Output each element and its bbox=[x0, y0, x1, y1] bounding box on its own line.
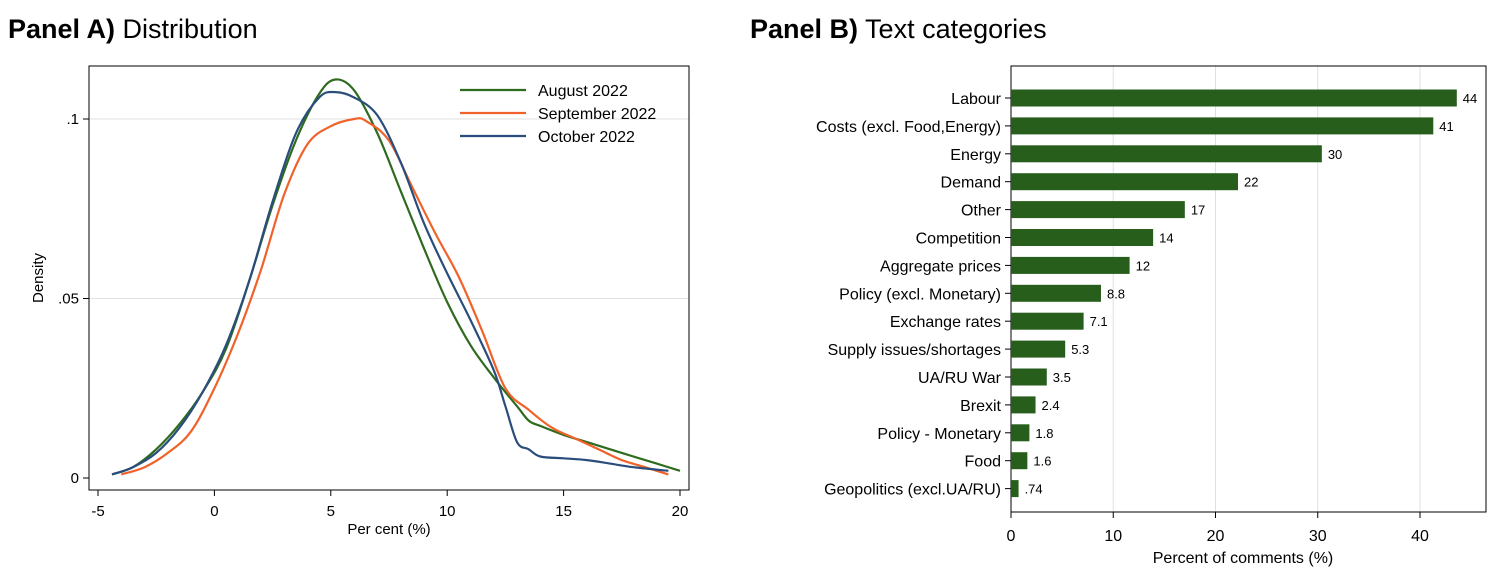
category-label: Competition bbox=[916, 231, 1001, 248]
bar bbox=[1011, 173, 1238, 191]
y-tick-label: .1 bbox=[66, 111, 79, 128]
panel-b-title: Panel B) Text categories bbox=[750, 14, 1047, 45]
bar-value-label: 44 bbox=[1463, 91, 1477, 106]
bar-value-label: 7.1 bbox=[1090, 314, 1108, 329]
bar-value-label: 5.3 bbox=[1071, 342, 1089, 357]
panel-a-title: Panel A) Distribution bbox=[8, 14, 258, 45]
x-tick-label: 20 bbox=[672, 503, 689, 520]
bar bbox=[1011, 89, 1457, 107]
panel-b-bar-chart: Labour 44 Costs (excl. Food,Energy) 41 Energ… bbox=[816, 65, 1487, 567]
panel-b-title-prefix: Panel B) bbox=[750, 14, 859, 44]
category-label: Brexit bbox=[960, 398, 1001, 415]
bar-value-label: 41 bbox=[1439, 119, 1453, 134]
category-label: Demand bbox=[941, 175, 1001, 192]
y-axis-title: Density bbox=[30, 252, 47, 303]
bar-value-label: 12 bbox=[1136, 258, 1150, 273]
panel-a-title-text: Distribution bbox=[122, 14, 258, 44]
x-tick-label: 0 bbox=[1007, 528, 1016, 545]
bar bbox=[1011, 396, 1036, 414]
bar bbox=[1011, 340, 1066, 358]
bar bbox=[1011, 312, 1084, 330]
category-label: Geopolitics (excl.UA/RU) bbox=[824, 482, 1001, 499]
bar-value-label: 8.8 bbox=[1107, 286, 1125, 301]
category-label: Costs (excl. Food,Energy) bbox=[816, 119, 1001, 136]
panel-b-title-text: Text categories bbox=[865, 14, 1047, 44]
category-label: Energy bbox=[950, 147, 1001, 164]
y-tick-label: 0 bbox=[71, 470, 79, 487]
category-label: UA/RU War bbox=[918, 370, 1002, 387]
x-tick-label: 10 bbox=[1104, 528, 1122, 545]
x-tick-label: 40 bbox=[1411, 528, 1429, 545]
bar-value-label: 14 bbox=[1159, 231, 1173, 246]
x-tick-label: -5 bbox=[91, 503, 104, 520]
x-tick-label: 15 bbox=[555, 503, 572, 520]
legend-label: September 2022 bbox=[538, 106, 656, 123]
bar-value-label: .74 bbox=[1025, 482, 1043, 497]
bar bbox=[1011, 424, 1030, 442]
category-label: Exchange rates bbox=[890, 314, 1001, 331]
panel-a-title-prefix: Panel A) bbox=[8, 14, 116, 44]
plot-frame bbox=[88, 65, 690, 491]
bar-value-label: 1.8 bbox=[1035, 426, 1053, 441]
category-label: Aggregate prices bbox=[880, 258, 1001, 275]
bar-value-label: 22 bbox=[1244, 175, 1258, 190]
legend-label: August 2022 bbox=[538, 83, 628, 100]
y-tick-label: .05 bbox=[58, 291, 79, 308]
panel-a-density-chart: -5 0 5 10 15 20 0 .05 .1 Per cent (%) Density Augus… bbox=[30, 65, 690, 538]
category-label: Policy (excl. Monetary) bbox=[839, 286, 1001, 303]
bar-value-label: 30 bbox=[1328, 147, 1342, 162]
density-line-series-2 bbox=[111, 90, 669, 476]
bar-value-label: 3.5 bbox=[1053, 370, 1071, 385]
x-tick-label: 10 bbox=[439, 503, 456, 520]
bar-value-label: 1.6 bbox=[1033, 454, 1051, 469]
bar bbox=[1011, 229, 1154, 246]
bar bbox=[1011, 117, 1434, 135]
bar bbox=[1011, 452, 1028, 470]
legend-label: October 2022 bbox=[538, 129, 635, 146]
x-tick-label: 30 bbox=[1309, 528, 1327, 545]
category-label: Labour bbox=[951, 91, 1001, 108]
category-label: Policy - Monetary bbox=[877, 426, 1001, 443]
bar-value-label: 2.4 bbox=[1042, 398, 1060, 413]
category-label: Food bbox=[965, 454, 1001, 471]
bar bbox=[1011, 368, 1047, 386]
x-tick-label: 0 bbox=[210, 503, 218, 520]
x-tick-label: 5 bbox=[327, 503, 335, 520]
bar-value-label: 17 bbox=[1191, 203, 1205, 218]
density-line-series-1 bbox=[120, 117, 669, 476]
bar bbox=[1011, 201, 1185, 219]
bar bbox=[1011, 480, 1019, 498]
category-label: Other bbox=[961, 203, 1002, 220]
x-axis-title: Percent of comments (%) bbox=[1153, 550, 1334, 567]
x-tick-label: 20 bbox=[1207, 528, 1225, 545]
x-axis-title: Per cent (%) bbox=[347, 521, 430, 538]
bar bbox=[1011, 284, 1101, 302]
bar bbox=[1011, 145, 1322, 163]
bar bbox=[1011, 256, 1130, 274]
category-label: Supply issues/shortages bbox=[828, 342, 1001, 359]
